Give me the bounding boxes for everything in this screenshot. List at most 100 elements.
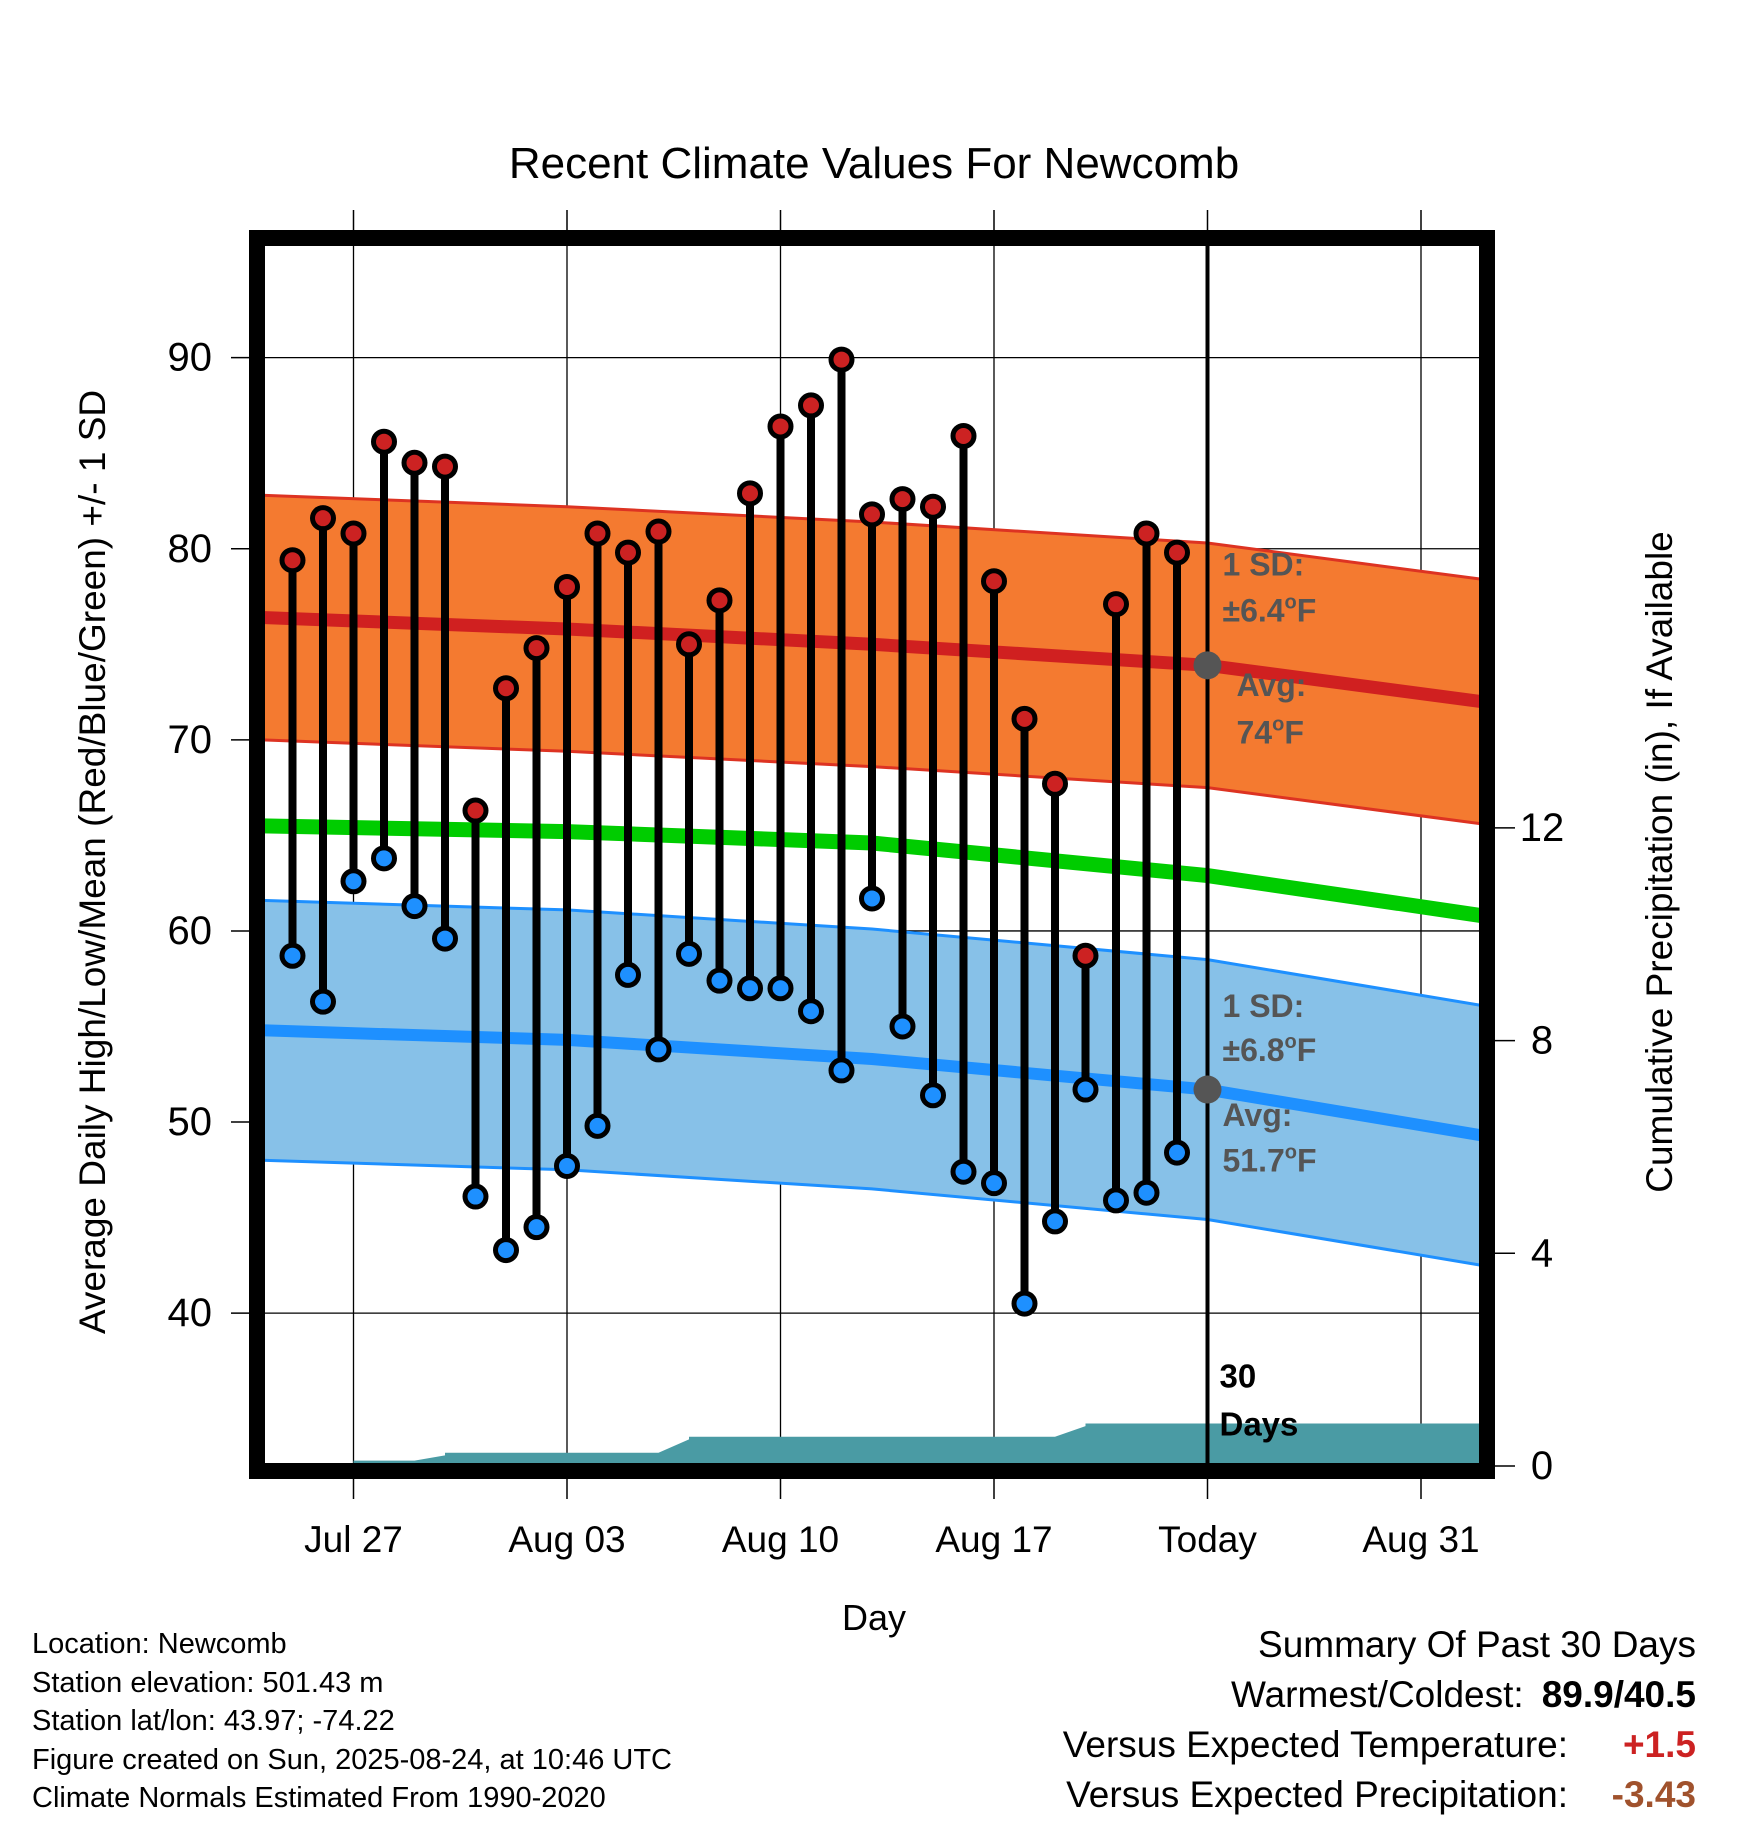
high-point: [554, 573, 580, 600]
summary-panel: Summary Of Past 30 Days Warmest/Coldest:…: [1063, 1620, 1696, 1820]
low-point: [767, 975, 794, 1002]
low-sd-value: ±6.8oF: [1223, 1031, 1317, 1068]
x-tick-label: Aug 17: [935, 1519, 1052, 1560]
normal-low-lower-edge: [262, 1158, 1482, 1267]
low-point: [1011, 1290, 1038, 1317]
plot-frame: [249, 230, 1495, 1479]
high-point: [859, 501, 885, 528]
x-tick-label: Aug 03: [508, 1519, 625, 1560]
high-point: [737, 480, 763, 507]
high-point: [432, 453, 458, 480]
high-point: [1042, 770, 1068, 797]
low-point: [950, 1158, 977, 1185]
y-axis-title: Average Daily High/Low/Mean (Red/Blue/Gr…: [72, 390, 113, 1334]
warmest-label: Warmest/Coldest:: [1231, 1674, 1524, 1715]
high-point: [1072, 942, 1099, 969]
high-point: [645, 518, 672, 545]
normal-low-upper-edge: [262, 898, 1482, 1007]
low-point: [828, 1057, 855, 1084]
high-point: [1164, 539, 1190, 566]
low-point: [1042, 1208, 1068, 1235]
low-point: [554, 1152, 580, 1179]
high-point: [340, 520, 367, 547]
high-point: [1133, 520, 1160, 547]
low-point: [401, 893, 428, 920]
low-point: [737, 975, 763, 1002]
low-point: [1164, 1139, 1190, 1166]
low-point: [798, 998, 824, 1025]
low-point: [706, 967, 733, 994]
summary-title: Summary Of Past 30 Days: [1258, 1624, 1696, 1665]
location-text: Location: Newcomb: [32, 1628, 287, 1660]
low-point: [584, 1112, 611, 1139]
low-point: [523, 1214, 550, 1241]
y2-axis-title: Cumulative Precipitation (in), If Availa…: [1639, 531, 1680, 1193]
x-tick-label: Aug 31: [1362, 1519, 1479, 1560]
latlon-text: Station lat/lon: 43.97; -74.22: [32, 1705, 395, 1737]
warmest-value: 89.9/40.5: [1541, 1674, 1696, 1715]
high-point: [920, 493, 946, 520]
y2-tick-label: 12: [1520, 806, 1565, 850]
days-count-label: 30: [1220, 1358, 1257, 1395]
elevation-text: Station elevation: 501.43 m: [32, 1666, 384, 1699]
high-sd-value: ±6.4oF: [1223, 591, 1317, 628]
high-point: [615, 539, 641, 566]
high-point: [1103, 591, 1129, 618]
y2-tick-label: 8: [1531, 1019, 1553, 1063]
x-tick-label: Today: [1158, 1519, 1257, 1560]
high-point: [401, 449, 428, 476]
high-point: [706, 587, 733, 614]
y-tick-label: 70: [168, 718, 213, 762]
today-high-avg-marker: [1193, 651, 1222, 680]
station-info: Location: Newcomb Station elevation: 501…: [32, 1625, 672, 1818]
normals-text: Climate Normals Estimated From 1990-2020: [32, 1782, 606, 1814]
high-point: [493, 675, 519, 702]
low-point: [889, 1013, 916, 1040]
temp-value: +1.5: [1622, 1724, 1696, 1765]
low-point: [1072, 1076, 1099, 1103]
low-point: [920, 1082, 946, 1109]
y2-tick-label: 0: [1531, 1444, 1553, 1488]
precip-area: [262, 1423, 1482, 1466]
high-point: [676, 631, 702, 658]
today-low-avg-marker: [1193, 1075, 1222, 1104]
low-point: [340, 868, 367, 895]
low-point: [371, 845, 397, 872]
precip-value: -3.43: [1611, 1774, 1696, 1815]
plot-area: 1 SD: ±6.4oF Avg: 74oF 1 SD: ±6.8oF Avg: 51.7oF…: [168, 210, 1565, 1560]
chart-title: Recent Climate Values For Newcomb: [509, 139, 1239, 188]
high-point: [889, 486, 916, 513]
high-point: [371, 428, 397, 455]
low-point: [645, 1036, 672, 1063]
high-point: [798, 392, 824, 419]
high-point: [462, 797, 489, 824]
x-tick-label: Aug 10: [722, 1519, 839, 1560]
x-axis-title: Day: [842, 1597, 906, 1638]
low-point: [1103, 1187, 1129, 1214]
warmest-row: Warmest/Coldest: 89.9/40.5: [1063, 1670, 1696, 1720]
high-point: [950, 423, 977, 450]
high-point: [584, 520, 611, 547]
high-point: [767, 413, 794, 440]
low-point: [1133, 1179, 1160, 1206]
y-tick-label: 40: [168, 1291, 213, 1335]
precip-label: Versus Expected Precipitation:: [1066, 1774, 1568, 1815]
y-tick-label: 80: [168, 527, 213, 571]
low-point: [981, 1170, 1007, 1197]
low-point: [462, 1183, 489, 1210]
high-avg-value: 74oF: [1237, 714, 1304, 751]
high-point: [1011, 705, 1038, 732]
high-avg-label: Avg:: [1237, 667, 1307, 703]
normal-low-band: [262, 900, 1482, 1266]
plot-inner: [262, 243, 1482, 1466]
low-sd-label: 1 SD:: [1223, 988, 1305, 1024]
high-point: [523, 635, 550, 662]
low-point: [310, 988, 336, 1015]
temp-label: Versus Expected Temperature:: [1062, 1724, 1568, 1765]
y2-tick-label: 4: [1531, 1231, 1553, 1275]
low-avg-label: Avg:: [1223, 1097, 1293, 1133]
high-sd-label: 1 SD:: [1223, 547, 1305, 583]
low-avg-value: 51.7oF: [1223, 1142, 1317, 1179]
low-point: [279, 942, 306, 969]
